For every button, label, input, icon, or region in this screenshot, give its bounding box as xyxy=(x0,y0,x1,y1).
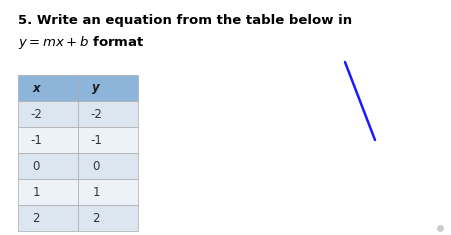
Text: -1: -1 xyxy=(30,133,42,146)
Text: -2: -2 xyxy=(90,107,102,121)
Text: 1: 1 xyxy=(32,185,40,199)
Text: 1: 1 xyxy=(92,185,100,199)
Bar xyxy=(18,179,78,205)
Bar xyxy=(18,153,78,179)
Text: -2: -2 xyxy=(30,107,42,121)
Bar xyxy=(78,205,138,231)
Bar xyxy=(78,153,138,179)
Text: 2: 2 xyxy=(32,212,40,224)
Bar xyxy=(78,75,138,101)
Bar xyxy=(78,179,138,205)
Text: x: x xyxy=(32,82,40,94)
Text: -1: -1 xyxy=(90,133,102,146)
Bar xyxy=(78,127,138,153)
Bar xyxy=(18,127,78,153)
Text: $y = \mathit{mx} + \mathit{b}$ format: $y = \mathit{mx} + \mathit{b}$ format xyxy=(18,34,145,51)
Bar xyxy=(18,205,78,231)
Bar xyxy=(18,75,78,101)
Bar xyxy=(18,101,78,127)
Text: 0: 0 xyxy=(32,160,40,172)
Text: y: y xyxy=(92,82,100,94)
Text: 5. Write an equation from the table below in: 5. Write an equation from the table belo… xyxy=(18,14,352,27)
Text: 2: 2 xyxy=(92,212,100,224)
Text: 0: 0 xyxy=(92,160,100,172)
Bar xyxy=(78,101,138,127)
